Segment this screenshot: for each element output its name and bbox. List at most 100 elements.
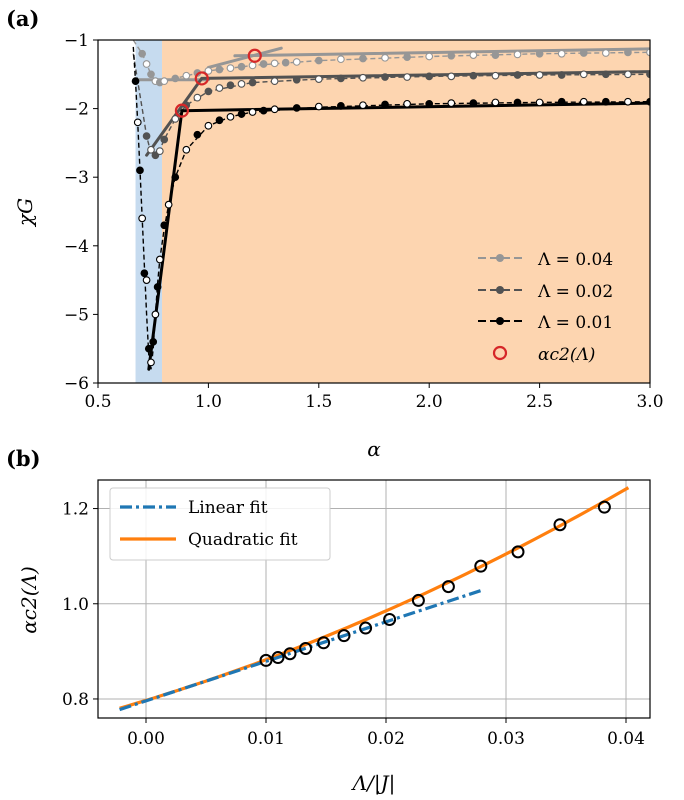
lambda-001-point [359,101,367,110]
panel-a-tick-labels: 0.5 1.0 1.5 2.0 2.5 3.0 −1 −2 −3 −4 −5 −6 [64,31,664,412]
lambda-004-point [160,77,169,86]
lambda-002-point [160,135,169,144]
lambda-002-point [171,115,180,123]
lambda-004-point [469,51,478,59]
lambda-002-point [646,70,650,79]
panel-a-xlabel: α [367,437,381,461]
quadratic-fit-line [119,486,630,710]
lambda-004-point [447,51,456,60]
alpha-c2-point [283,647,297,661]
panel-a-ylabel: χG [13,198,37,228]
a-xtick-label-2: 1.5 [305,392,332,412]
panel-b-xlabel: Λ/|J| [351,771,396,796]
lambda-001-point [469,99,478,107]
lambda-001-point [535,98,544,107]
lambda-001-point [270,105,279,114]
lambda-001-point [226,112,235,121]
lambda-001-point [155,255,164,264]
lambda-004-point [182,71,191,80]
lambda-002-point [193,93,202,102]
lambda-002-point [314,75,323,83]
lambda-002-point [237,80,246,88]
lambda-004-point [557,49,566,58]
lambda-001-point [193,130,202,139]
lambda-002-point [624,70,632,79]
legend-b-box [109,487,331,561]
panel-a-legend: Λ = 0.04 Λ = 0.02 Λ = 0.01 αc2(Λ) [478,250,613,365]
lambda-001-point [314,102,323,111]
panel-a-label: (a) [6,6,39,31]
panel-b-points [259,500,611,667]
lambda-004-point [259,60,268,68]
lambda-001-point [160,221,169,230]
lambda-004-point [248,61,257,70]
lambda-004-point [646,48,650,57]
b-ytick-label-2: 1.2 [62,500,89,520]
lambda-001-point [646,97,650,106]
alpha-c2-point [271,651,285,665]
legend-b-entry-1: Linear fit [188,498,268,518]
lambda-004-point [601,49,610,57]
lambda-001-point [144,344,153,353]
lambda-002-point [491,71,500,80]
lambda-004-point [204,67,213,75]
panel-b-label: (b) [6,446,41,471]
lambda-004-point [237,62,246,71]
lambda-004-fit-line-1 [206,46,283,69]
a-xtick-label-5: 3.0 [636,392,663,412]
alpha-c2-point [383,612,397,626]
alpha-c2-point [474,559,488,573]
lambda-001-point [138,214,147,223]
blue-region [135,40,163,383]
alpha-c2-point [411,593,425,607]
a-xtick-label-0: 0.5 [84,392,111,412]
lambda-004-point [513,50,522,59]
lambda-001-point [133,118,142,127]
lambda-004-point [359,54,367,63]
lambda-004-point [314,56,323,65]
lambda-004-point [147,70,155,79]
legend-a-swatch-dot-0 [496,254,504,262]
lambda-004-point [535,49,544,58]
legend-a-swatch-marker [492,345,508,361]
lambda-002-point [601,70,610,79]
lambda-004-point [425,52,434,61]
panel-b-tick-labels: 0.00 0.01 0.02 0.03 0.04 0.8 1.0 1.2 [62,500,645,749]
a-ytick-label-1: −2 [64,100,89,120]
alpha-c2-marker-0 [174,103,190,118]
panel-a-regions [135,40,651,383]
b-ytick-label-1: 1.0 [62,595,89,615]
lambda-004-point [215,65,224,74]
lambda-001-point [131,77,140,86]
lambda-001-point [337,102,345,110]
lambda-001-point [557,97,566,106]
lambda-001-point [259,106,268,115]
lambda-001-point [140,269,149,278]
lambda-002-point [513,71,522,79]
lambda-004-point [579,49,588,57]
lambda-002-point [469,71,478,80]
lambda-001-point [491,98,500,107]
lambda-002-point [155,147,164,155]
lambda-001-point [142,276,151,284]
lambda-002-point [147,145,155,154]
alpha-c2-marker-1 [194,71,209,86]
orange-region [162,40,651,383]
lambda-002-point [359,73,367,82]
lambda-002-point [204,87,213,96]
a-series-group [131,40,650,371]
a-xtick-label-1: 1.0 [195,392,222,412]
lambda-004-point [337,55,345,64]
lambda-002-point [403,73,411,81]
lambda-004-point [270,59,279,68]
alpha-c2-point [317,636,331,650]
panel-a-curves [131,40,650,371]
lambda-004-point [381,53,389,62]
lambda-001-point [237,110,246,118]
lambda-004-point [491,51,500,59]
lambda-002-point [215,84,224,92]
legend-a-swatch-dot-2 [496,317,504,325]
lambda-001-point [182,145,191,154]
alpha-c2-point [337,629,351,643]
